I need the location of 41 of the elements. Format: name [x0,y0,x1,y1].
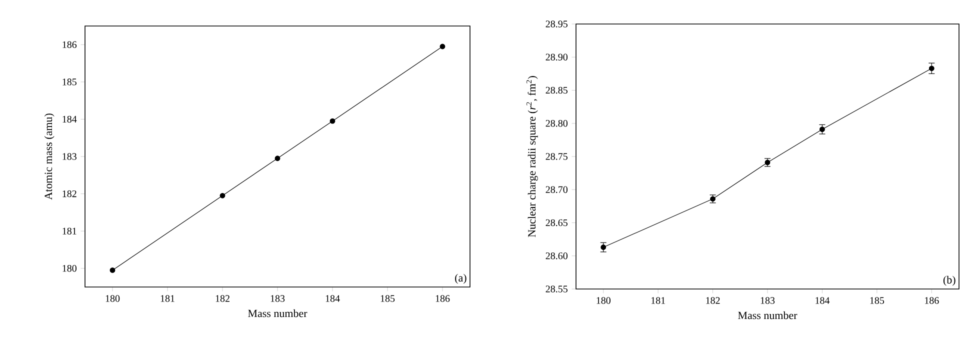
y-tick-label: 28.80 [546,120,568,127]
x-tick-label: 185 [380,295,395,302]
y-tick-label: 184 [62,116,77,123]
x-tick-label: 182 [216,295,230,302]
y-tick-label: 28.90 [546,54,568,61]
point [220,192,226,198]
y-axis-title: Atomic mass (amu) [44,114,54,200]
y-tick-label: 180 [62,264,76,272]
x-tick-label: 184 [816,297,830,304]
x-tick-label: 182 [706,297,720,304]
x-tick-label: 183 [760,297,775,304]
x-tick-label: 180 [106,295,120,302]
x-axis-title: Mass number [738,311,798,320]
annotation: (b) [943,276,956,286]
point [110,268,116,273]
y-tick-label: 185 [62,78,76,86]
y-tick-label: 28.95 [546,20,568,28]
point [330,118,336,124]
x-tick-label: 184 [326,295,340,302]
y-tick-label: 28.60 [546,252,568,260]
y-tick-label: 183 [62,153,76,160]
y-tick-label: 186 [62,41,77,48]
y-tick-label: 28.70 [546,186,568,194]
x-axis-title: Mass number [248,309,308,318]
y-tick-label: 28.55 [546,286,568,292]
x-tick-label: 185 [870,297,884,304]
y-axis-title: Nuclear charge radii square (r$^{2}$, fm$^{2}$) [526,76,538,238]
y-tick-label: 182 [62,190,76,198]
x-tick-label: 183 [270,295,285,302]
y-tick-label: 28.85 [546,86,568,94]
x-tick-label: 186 [925,297,939,304]
annotation: (a) [455,274,466,284]
x-tick-label: 180 [596,297,610,304]
point [274,156,280,162]
y-tick-label: 28.75 [546,153,568,160]
y-tick-label: 28.65 [546,219,568,226]
x-tick-label: 181 [651,297,665,304]
x-tick-label: 181 [160,295,174,302]
point [440,44,446,50]
x-tick-label: 186 [436,295,450,302]
y-tick-label: 181 [62,228,76,234]
